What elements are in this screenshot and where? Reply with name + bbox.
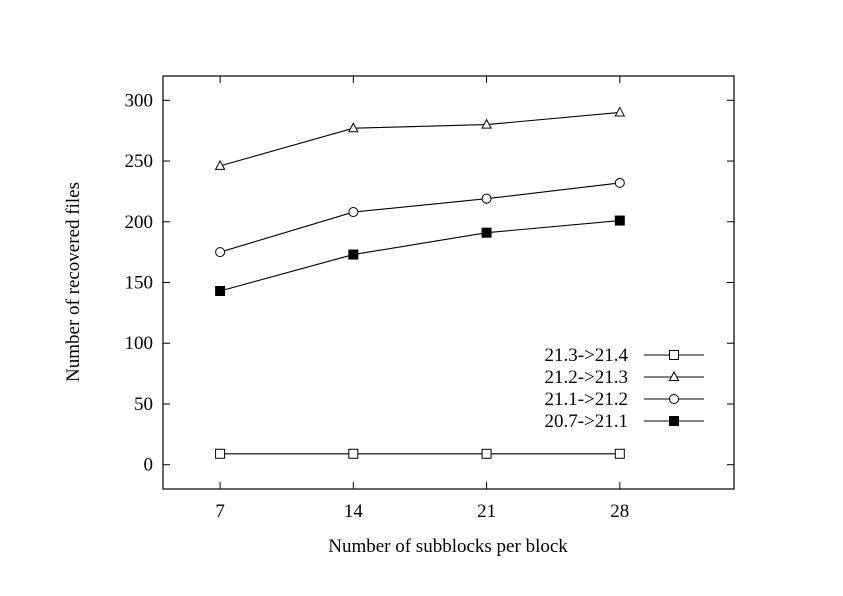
data-point-20-7-21-1-28 [614,215,625,226]
legend-item-20-7-21-1: 20.7->21.1 [544,411,704,432]
legend-item-21-3-21-4: 21.3->21.4 [544,345,704,366]
legend-label: 21.3->21.4 [544,345,628,366]
legend-marker [669,350,679,360]
data-point-21-1-21-2-14 [348,207,359,218]
y-tick-label-200: 200 [125,212,154,233]
legend-item-21-1-21-2: 21.1->21.2 [544,389,704,410]
x-tick-label-7: 7 [215,501,225,522]
data-point-21-3-21-4-7 [215,448,226,459]
x-tick-label-28: 28 [610,501,629,522]
data-point-21-2-21-3-7 [214,159,226,170]
x-tick-label-14: 14 [344,501,364,522]
data-point-21-1-21-2-28 [614,177,625,188]
data-point-21-2-21-3-28 [614,106,626,117]
legend-label: 21.2->21.3 [544,367,628,388]
y-tick-label-250: 250 [125,151,154,172]
x-axis-label: Number of subblocks per block [328,536,568,557]
series-line-21-1-21-2 [219,182,620,253]
series-20-7-21-1 [215,215,625,297]
series-21-3-21-4 [215,448,625,459]
plot-frame [162,75,735,490]
series-21-1-21-2 [215,177,625,258]
data-point-21-3-21-4-28 [614,448,625,459]
y-tick-label-300: 300 [125,90,154,111]
legend-label: 21.1->21.2 [544,389,628,410]
series-line-21-2-21-3 [219,111,620,167]
data-point-20-7-21-1-14 [348,249,359,260]
series-group [214,106,626,459]
y-tick-label-50: 50 [134,394,153,415]
data-point-21-2-21-3-14 [348,122,359,133]
legend-label: 20.7->21.1 [544,411,628,432]
x-axis: 7 14 21 28 [215,76,629,522]
data-point-21-3-21-4-14 [348,448,359,459]
legend-marker [668,370,680,381]
data-point-20-7-21-1-21 [481,227,492,238]
y-tick-label-150: 150 [125,273,154,294]
series-line-20-7-21-1 [219,220,620,292]
legend-marker [669,416,679,426]
data-point-21-2-21-3-21 [481,118,492,129]
x-tick-label-21: 21 [477,501,496,522]
data-point-20-7-21-1-7 [215,286,226,297]
y-tick-label-100: 100 [125,333,154,354]
y-tick-label-0: 0 [144,455,154,476]
data-point-21-1-21-2-7 [215,247,226,258]
y-axis-label: Number of recovered files [63,182,84,382]
legend-marker [669,394,679,404]
legend: 21.3->21.421.2->21.321.1->21.220.7->21.1 [544,345,704,432]
y-axis: 0 50 100 150 200 250 300 [125,90,734,476]
data-point-21-3-21-4-21 [481,448,492,459]
series-21-2-21-3 [214,106,626,170]
legend-item-21-2-21-3: 21.2->21.3 [544,367,704,388]
data-point-21-1-21-2-21 [481,193,492,204]
